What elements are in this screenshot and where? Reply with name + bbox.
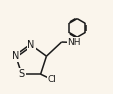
- Text: NH: NH: [67, 38, 80, 47]
- Text: N: N: [12, 51, 19, 61]
- Text: S: S: [19, 69, 25, 79]
- Text: N: N: [27, 40, 35, 50]
- Text: Cl: Cl: [47, 75, 56, 84]
